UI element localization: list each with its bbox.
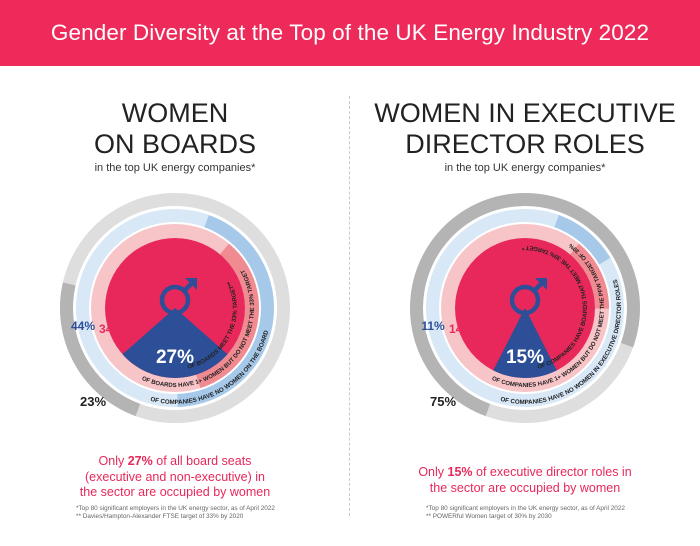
heading-line-1: WOMEN IN EXECUTIVE: [374, 98, 676, 128]
footnote-1: *Top 80 significant employers in the UK …: [426, 505, 625, 512]
donut-chart-boards: 27%34%44%OF BOARDS MEET THE 33% TARGET**…: [59, 192, 290, 424]
outer-ring-value-label: 75%: [430, 394, 456, 409]
male-arrow-head: [185, 278, 197, 290]
panel-women-on-boards: WOMEN ON BOARDS in the top UK energy com…: [0, 98, 350, 521]
inner-ring-value-label: 34%: [99, 322, 123, 336]
panel-heading: WOMEN ON BOARDS: [0, 98, 350, 160]
summary-highlight: 15%: [447, 465, 473, 479]
footnote-2: ** Davies/Hampton-Alexander FTSE target …: [76, 513, 244, 520]
middle-ring-value-label: 11%: [421, 319, 445, 333]
summary-highlight: 27%: [127, 454, 153, 468]
middle-ring-value: [554, 214, 611, 265]
middle-ring-value: [177, 214, 275, 407]
footnote-1: *Top 80 significant employers in the UK …: [76, 505, 275, 512]
gender-symbol-icon: [509, 278, 547, 328]
donut-chart-executives: 15%14%11%OF COMPANIES HAVE BOARDS THAT M…: [350, 0, 640, 424]
title-banner: Gender Diversity at the Top of the UK En…: [0, 0, 700, 66]
panel-heading: WOMEN IN EXECUTIVE DIRECTOR ROLES: [350, 98, 700, 160]
summary-text: Only 27% of all board seats (executive a…: [79, 454, 271, 499]
outer-ring-value-label: 23%: [80, 394, 106, 409]
inner-ring-value: [569, 243, 609, 309]
male-arrow-head: [535, 278, 547, 290]
inner-ring-value: [196, 243, 259, 389]
heading-line-2: ON BOARDS: [93, 129, 257, 159]
panel-women-exec-directors: WOMEN IN EXECUTIVE DIRECTOR ROLES in the…: [350, 0, 700, 546]
center-value-label: 27%: [156, 347, 194, 368]
heading-line-2: DIRECTOR ROLES: [405, 129, 645, 159]
center-value-label: 15%: [506, 347, 544, 368]
heading-line-1: WOMEN: [121, 98, 229, 128]
chart-group: 27%34%44%OF BOARDS MEET THE 33% TARGET**…: [59, 192, 290, 424]
center-wedge: [493, 308, 557, 378]
footnote-2: ** POWERful Women target of 30% by 2030: [426, 513, 552, 520]
chart-group: 15%14%11%OF COMPANIES HAVE BOARDS THAT M…: [350, 0, 640, 424]
page-title: Gender Diversity at the Top of the UK En…: [50, 20, 650, 45]
middle-ring-value-label: 44%: [71, 319, 95, 333]
panel-subheading: in the top UK energy companies*: [444, 162, 606, 174]
outer-ring-value: [59, 282, 141, 417]
panel-subheading: in the top UK energy companies*: [94, 162, 256, 174]
footnotes: *Top 80 significant employers in the UK …: [426, 505, 686, 521]
inner-ring-value-label: 14%: [449, 322, 473, 336]
panel-divider: [349, 96, 350, 516]
center-wedge: [122, 308, 228, 379]
footnotes: *Top 80 significant employers in the UK …: [76, 505, 336, 521]
summary-text: Only 15% of executive director roles in …: [418, 465, 632, 495]
gender-symbol-icon: [159, 278, 197, 328]
